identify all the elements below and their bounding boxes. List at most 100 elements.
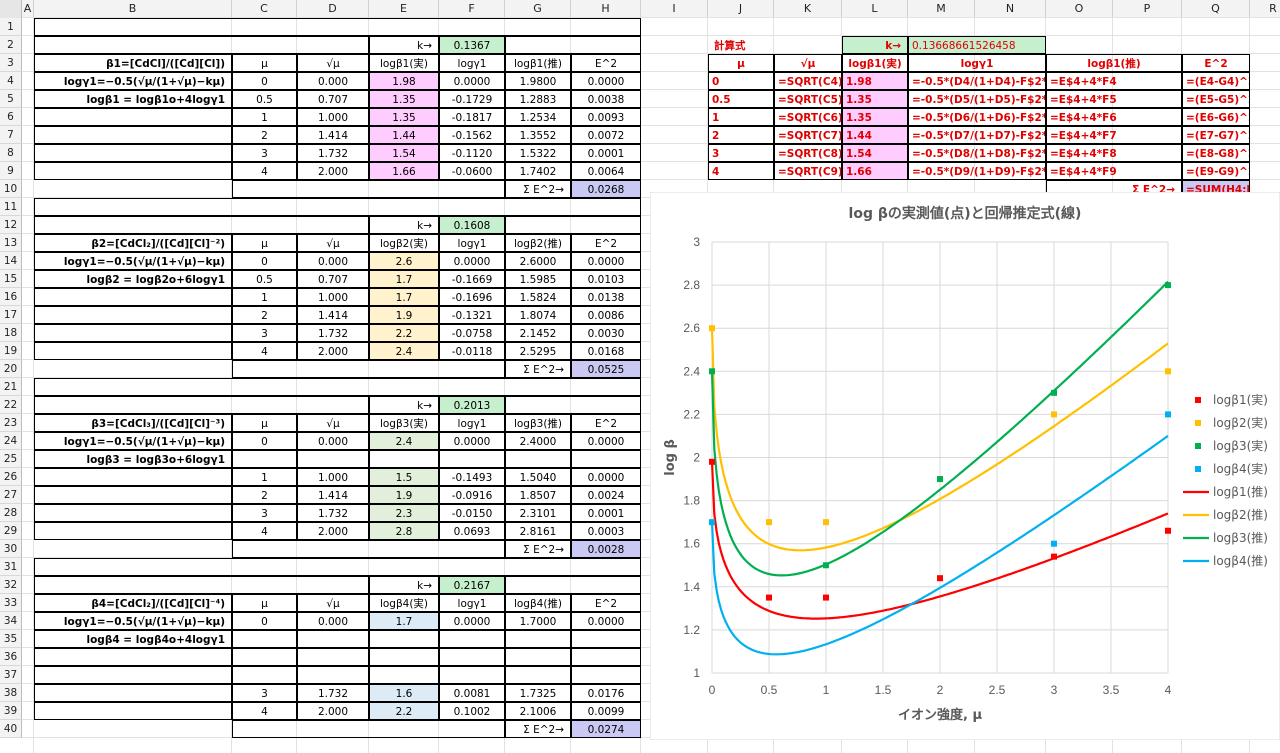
data-cell[interactable]: 3 [232,684,297,702]
column-label[interactable]: E^2 [571,594,641,612]
data-cell[interactable]: 0.0000 [571,252,641,270]
data-cell[interactable]: 0.0000 [439,252,505,270]
measured-value-input[interactable]: 1.66 [842,162,908,180]
formula-cell[interactable]: =(E6-G6)^2 [1182,108,1250,126]
data-cell[interactable]: 0.0086 [571,306,641,324]
data-cell[interactable]: 2.1006 [505,702,571,720]
data-point-series4[interactable] [1051,540,1057,547]
data-cell[interactable]: -0.1729 [439,90,505,108]
empty-cell[interactable] [439,630,505,648]
row-header-31[interactable]: 31 [0,558,22,576]
empty-cell[interactable] [439,648,505,666]
measured-value-input[interactable]: 1.6 [369,684,439,702]
empty-cell[interactable] [505,36,641,54]
chart[interactable]: 1 1.2 1.4 1.6 1.8 2 2.2 2.4 2.6 2.8 3 0 0.5 1 1.5 2 2.5 3… [650,192,1280,740]
empty-cell[interactable] [571,648,641,666]
data-cell[interactable]: 0.0064 [571,162,641,180]
column-label[interactable]: logγ1 [439,414,505,432]
label-cell[interactable] [34,144,232,162]
data-cell[interactable]: 4 [232,522,297,540]
column-header-J[interactable]: J [708,0,774,18]
empty-cell[interactable] [232,648,297,666]
formula-header[interactable]: μ [708,54,774,72]
formula-cell[interactable]: =SQRT(C6) [774,108,842,126]
data-point-series1[interactable] [766,594,772,601]
data-cell[interactable]: 2.000 [297,522,369,540]
formula-header[interactable]: logβ1(実) [842,54,908,72]
column-label[interactable]: logγ1 [439,54,505,72]
column-label[interactable]: E^2 [571,54,641,72]
column-label[interactable]: logγ1 [439,234,505,252]
measured-value-input[interactable]: 2.6 [369,252,439,270]
column-label[interactable]: logβ1(推) [505,54,571,72]
data-cell[interactable]: 0.0168 [571,342,641,360]
formula-k-value[interactable]: 0.13668661526458 [908,36,1046,54]
row-header-24[interactable]: 24 [0,432,22,450]
k-value-input[interactable]: 0.1608 [439,216,505,234]
formula-cell[interactable]: =(E4-G4)^2 [1182,72,1250,90]
column-header-Q[interactable]: Q [1182,0,1250,18]
measured-value-input[interactable]: 2.2 [369,324,439,342]
data-cell[interactable]: -0.0600 [439,162,505,180]
data-cell[interactable]: 0.0038 [571,90,641,108]
data-cell[interactable]: 1.732 [297,504,369,522]
column-label[interactable]: μ [232,414,297,432]
data-cell[interactable]: -0.0150 [439,504,505,522]
data-cell[interactable]: 0.0000 [439,432,505,450]
data-cell[interactable]: 0.5 [232,270,297,288]
data-cell[interactable]: 0.000 [297,252,369,270]
row-header-3[interactable]: 3 [0,54,22,72]
data-cell[interactable]: 2.1452 [505,324,571,342]
data-cell[interactable]: 1.000 [297,468,369,486]
data-point-series3[interactable] [937,476,943,483]
column-header-N[interactable]: N [975,0,1046,18]
formula-header[interactable]: logγ1 [908,54,1046,72]
measured-value-input[interactable]: 2.4 [369,342,439,360]
data-cell[interactable]: 4 [232,702,297,720]
legend-entry[interactable]: logβ2(推) [1213,508,1268,522]
data-cell[interactable]: 1.3552 [505,126,571,144]
legend-entry[interactable]: logβ3(実) [1213,438,1268,453]
column-label[interactable]: logβ2(推) [505,234,571,252]
data-cell[interactable]: 0.0138 [571,288,641,306]
label-cell[interactable] [34,702,232,720]
label-cell[interactable] [34,666,232,684]
column-label[interactable]: logγ1 [439,594,505,612]
empty-cell[interactable] [34,216,369,234]
measured-value-input[interactable]: 1.54 [842,144,908,162]
empty-cell[interactable] [369,648,439,666]
column-label[interactable]: μ [232,54,297,72]
label-cell[interactable] [34,324,232,342]
column-header-D[interactable]: D [297,0,369,18]
formula-description[interactable]: logγ1=−0.5(√μ/(1+√μ)−kμ) [34,252,232,270]
row-header-10[interactable]: 10 [0,180,22,198]
row-header-40[interactable]: 40 [0,720,22,738]
chart-area[interactable] [650,192,1280,740]
data-cell[interactable]: 0 [232,612,297,630]
measured-value-input[interactable]: 1.35 [842,90,908,108]
data-cell[interactable]: 1.732 [297,684,369,702]
label-cell[interactable] [34,288,232,306]
column-header-R[interactable]: R [1250,0,1280,18]
column-label[interactable]: logβ3(実) [369,414,439,432]
empty-cell[interactable] [505,666,571,684]
formula-description[interactable]: logγ1=−0.5(√μ/(1+√μ)−kμ) [34,72,232,90]
legend-entry[interactable]: logβ3(推) [1213,531,1268,545]
legend-entry[interactable]: logβ4(実) [1213,461,1268,476]
formula-cell[interactable]: =-0.5*(D7/(1+D7)-F$2*C7) [908,126,1046,144]
data-cell[interactable]: 1.9800 [505,72,571,90]
data-cell[interactable]: 1.732 [297,144,369,162]
formula-cell[interactable]: =(E7-G7)^2 [1182,126,1250,144]
sum-label[interactable]: Σ E^2→ [505,540,571,558]
legend-entry[interactable]: logβ1(推) [1213,485,1268,499]
data-cell[interactable]: 1.2883 [505,90,571,108]
formula-cell[interactable]: =-0.5*(D8/(1+D8)-F$2*C8) [908,144,1046,162]
legend-entry[interactable]: logβ1(実) [1213,392,1268,407]
empty-row[interactable] [34,18,641,36]
measured-value-input[interactable]: 1.44 [842,126,908,144]
data-cell[interactable]: -0.1120 [439,144,505,162]
measured-value-input[interactable]: 1.98 [842,72,908,90]
column-header-A[interactable]: A [22,0,34,18]
formula-description[interactable]: logβ1 = logβ1o+4logγ1 [34,90,232,108]
data-cell[interactable]: 0.0099 [571,702,641,720]
